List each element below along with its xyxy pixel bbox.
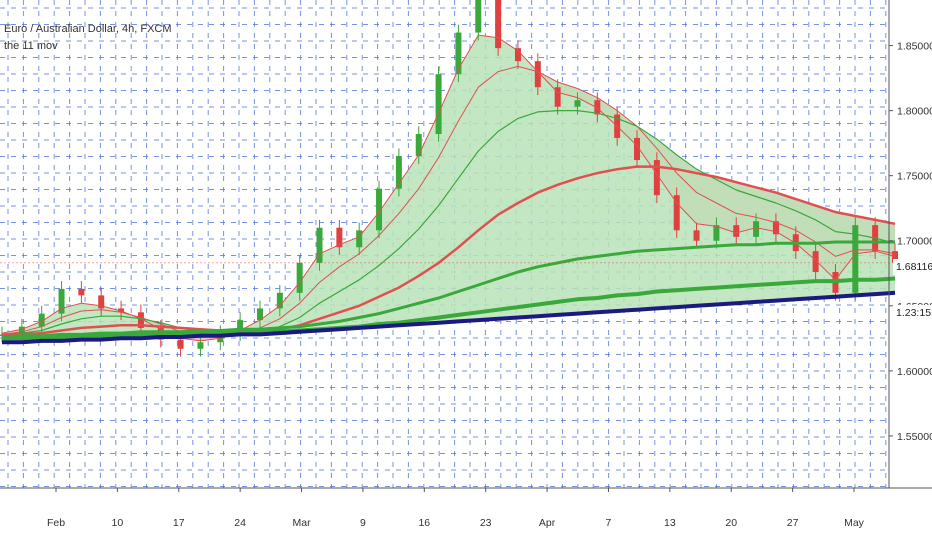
- candle-body: [554, 87, 561, 107]
- ribbon-band: [2, 278, 895, 343]
- time-tick-label: 13: [664, 517, 676, 529]
- ma-line-5: [1, 240, 895, 339]
- time-tick-label: Mar: [292, 517, 311, 529]
- ma-line-4: [2, 165, 896, 336]
- candle-body: [435, 74, 442, 135]
- candle-body: [772, 221, 779, 235]
- last-price-tag: 1.68116: [893, 259, 932, 275]
- candle-body: [137, 312, 144, 328]
- indicator-legend[interactable]: the 11 mov: [4, 40, 58, 52]
- time-tick-label: 27: [787, 517, 799, 529]
- candle-body: [594, 100, 601, 115]
- candle-body: [733, 225, 740, 237]
- ribbon-band: [2, 242, 895, 339]
- price-tick-label: 1.85000: [897, 41, 932, 53]
- candle-body: [276, 292, 283, 309]
- ma-line-1: [1, 34, 896, 342]
- candle-body: [316, 227, 323, 263]
- candle-body: [634, 137, 641, 161]
- time-tick-label: Apr: [539, 517, 556, 529]
- candle-body: [336, 227, 343, 248]
- candle-body: [38, 313, 45, 327]
- candle-body: [534, 61, 541, 88]
- candle-body: [415, 134, 422, 157]
- time-tick-label: Feb: [47, 517, 65, 529]
- candle-body: [812, 251, 819, 272]
- candle-body: [237, 320, 244, 334]
- candle-body: [693, 230, 700, 241]
- time-tick-label: 23: [480, 517, 492, 529]
- time-tick-label: 7: [606, 517, 612, 529]
- candle-body: [495, 0, 502, 49]
- ribbon-band: [299, 166, 895, 327]
- candle-body: [197, 342, 204, 349]
- ribbon-band: [240, 66, 657, 335]
- candle-body: [574, 100, 581, 107]
- ma-line-7: [2, 290, 896, 345]
- candle-body: [713, 225, 720, 241]
- candle-body: [118, 308, 125, 313]
- candle-body: [514, 48, 521, 62]
- price-tick-label: 1.70000: [897, 236, 932, 248]
- candle-body: [78, 288, 85, 296]
- candle-body: [475, 0, 482, 33]
- candle-body: [455, 32, 462, 75]
- ma-lines: [0, 34, 896, 345]
- candle-body: [753, 221, 760, 237]
- time-tick-label: 24: [234, 517, 246, 529]
- ma-line-3: [1, 110, 896, 335]
- time-tick-label: 20: [725, 517, 737, 529]
- candle-body: [852, 225, 859, 293]
- ribbon-band: [279, 110, 717, 330]
- time-tick-label: 17: [173, 517, 185, 529]
- price-tick-label: 1.60000: [897, 366, 932, 378]
- price-tick-label: 1.80000: [897, 106, 932, 118]
- axes: [0, 0, 932, 489]
- time-axis-labels[interactable]: Feb 10 17 24 Mar 9 16 23 Apr 7 13 20 27 May: [47, 488, 865, 529]
- candle-body: [356, 230, 363, 248]
- candle-body: [892, 251, 898, 263]
- price-tick-label: 1.55000: [897, 431, 932, 443]
- candle-body: [376, 188, 383, 231]
- candle-body: [395, 156, 402, 189]
- candle-body: [296, 262, 303, 293]
- candle-body: [58, 288, 65, 314]
- ribbon-band: [2, 303, 141, 335]
- symbol-title[interactable]: Euro / Australian Dollar, 4h, FXCM: [4, 23, 172, 35]
- price-tick-label: 1.75000: [897, 171, 932, 183]
- time-tick-label: 9: [360, 517, 366, 529]
- candle-body: [98, 295, 105, 309]
- time-tick-label: 10: [112, 517, 124, 529]
- candle-body: [653, 160, 660, 196]
- countdown-tag: 1.23:15: [893, 305, 932, 321]
- candle-body: [673, 195, 680, 231]
- candle-body: [256, 308, 263, 321]
- candle-body: [18, 326, 25, 335]
- ma-line-6: [2, 276, 896, 341]
- candle-body: [177, 339, 184, 349]
- price-axis-labels[interactable]: 1.850001.800001.750001.700001.650001.600…: [889, 41, 932, 443]
- time-tick-label: May: [844, 517, 865, 529]
- time-tick-label: 16: [418, 517, 430, 529]
